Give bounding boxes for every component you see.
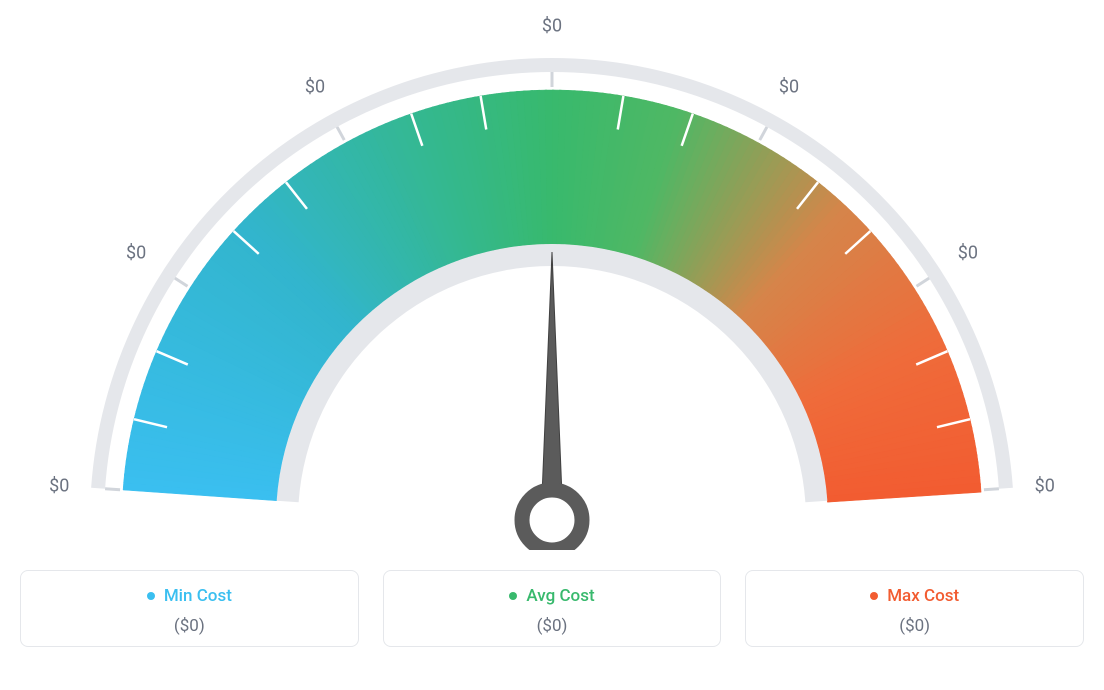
gauge-major-tick — [337, 127, 344, 140]
legend-card-avg: Avg Cost ($0) — [383, 570, 722, 647]
gauge-tick-label: $0 — [305, 76, 325, 97]
legend-title-max: Max Cost — [870, 586, 959, 606]
gauge-major-tick — [175, 278, 188, 286]
gauge-svg — [20, 20, 1084, 550]
gauge-tick-label: $0 — [779, 76, 799, 97]
legend-title-avg: Avg Cost — [509, 586, 594, 606]
gauge-tick-label: $0 — [542, 16, 562, 37]
gauge-major-tick — [760, 127, 767, 140]
legend-value: ($0) — [33, 616, 346, 636]
legend-dot-icon — [147, 592, 155, 600]
gauge-tick-label: $0 — [49, 475, 69, 496]
legend-title-min: Min Cost — [147, 586, 232, 606]
legend-label: Avg Cost — [526, 586, 594, 606]
legend-dot-icon — [509, 592, 517, 600]
gauge-tick-label: $0 — [1035, 475, 1055, 496]
gauge-needle-hub — [522, 490, 582, 550]
legend-label: Max Cost — [887, 586, 959, 606]
gauge: $0$0$0$0$0$0$0 — [20, 20, 1084, 550]
legend-dot-icon — [870, 592, 878, 600]
gauge-major-tick — [984, 489, 999, 490]
legend-label: Min Cost — [164, 586, 232, 606]
legend-card-min: Min Cost ($0) — [20, 570, 359, 647]
gauge-major-tick — [105, 489, 120, 490]
gauge-major-tick — [916, 278, 929, 286]
gauge-tick-label: $0 — [958, 243, 978, 264]
legend-card-max: Max Cost ($0) — [745, 570, 1084, 647]
gauge-needle — [541, 252, 563, 520]
legend-row: Min Cost ($0) Avg Cost ($0) Max Cost ($0) — [20, 570, 1084, 647]
legend-value: ($0) — [396, 616, 709, 636]
gauge-tick-label: $0 — [126, 243, 146, 264]
legend-value: ($0) — [758, 616, 1071, 636]
